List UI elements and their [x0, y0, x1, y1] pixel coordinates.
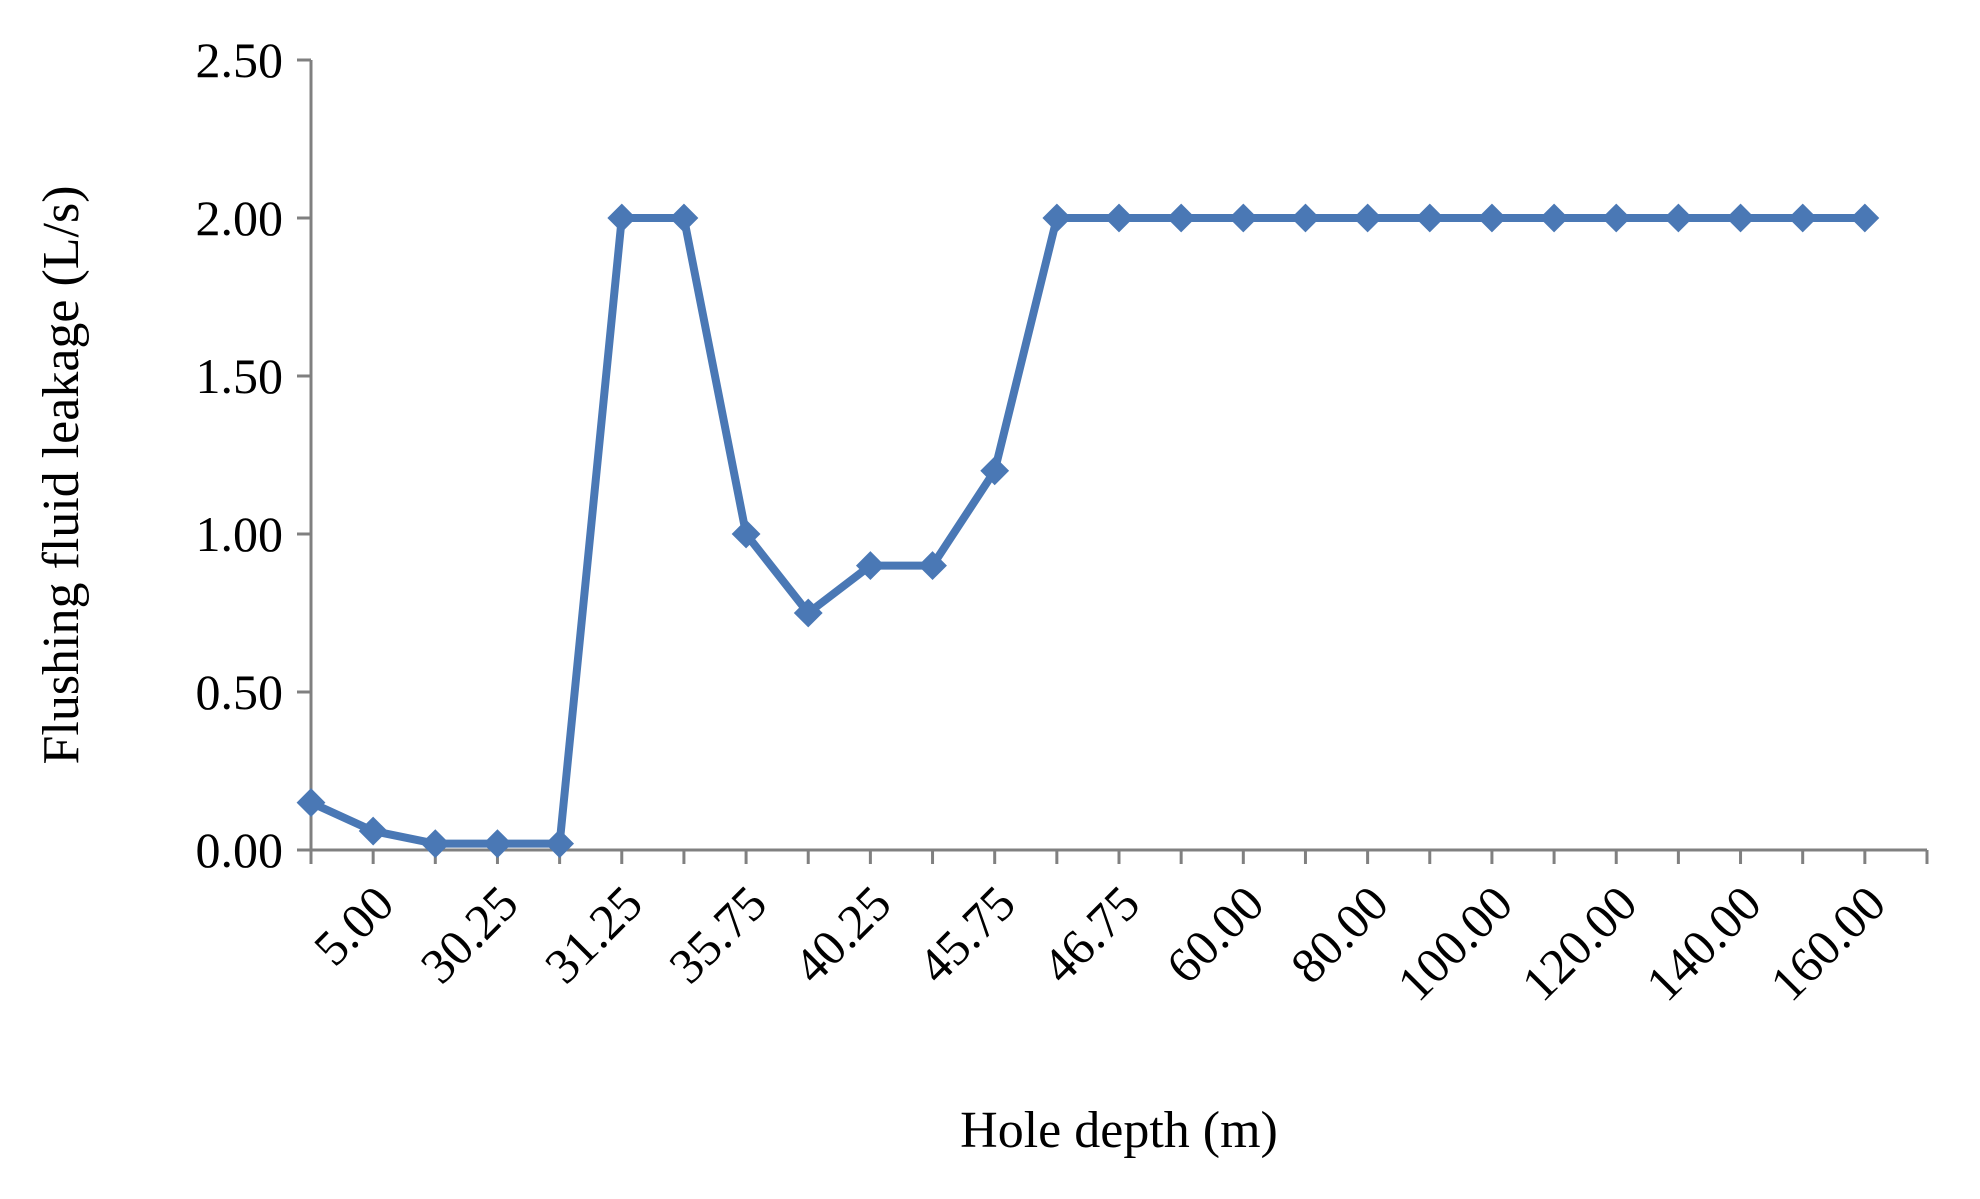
x-tick-label: 60.00 [1155, 875, 1274, 994]
data-point-marker [918, 551, 947, 581]
data-point-marker [1353, 203, 1383, 233]
data-point-marker [980, 456, 1010, 486]
data-point-marker [1166, 203, 1196, 233]
y-axis-ticks: 0.00 0.50 1.00 1.50 2.00 2.50 [196, 32, 311, 878]
data-point-marker [731, 519, 761, 549]
y-tick-label: 2.50 [196, 32, 284, 88]
data-point-marker [1104, 203, 1134, 233]
y-tick-label: 1.50 [196, 348, 284, 404]
data-point-marker [1663, 203, 1693, 233]
data-point-marker [1788, 203, 1818, 233]
series-group [296, 203, 1880, 859]
y-tick-label: 2.00 [196, 190, 284, 246]
x-tick-label: 120.00 [1511, 875, 1648, 1012]
x-tick-label: 100.00 [1386, 875, 1523, 1012]
data-point-marker [1726, 203, 1755, 233]
data-point-marker [669, 203, 699, 233]
x-tick-label: 46.75 [1031, 875, 1150, 994]
data-point-marker [855, 551, 885, 581]
x-tick-label: 5.00 [303, 875, 404, 976]
x-axis-title: Hole depth (m) [960, 1102, 1278, 1159]
y-tick-label: 0.50 [196, 664, 284, 720]
data-point-marker [1539, 203, 1569, 233]
data-point-marker [1415, 203, 1445, 233]
y-axis-title: Flushing fluid leakage (L/s) [33, 185, 90, 764]
data-point-marker [296, 788, 326, 818]
x-axis-ticks: 5.00 30.25 31.25 35.75 40.25 45.75 46.75 60.00 8… [303, 850, 1929, 1012]
x-tick-label: 160.00 [1759, 875, 1896, 1012]
series-line [309, 214, 1865, 848]
data-point-marker [420, 829, 450, 859]
x-tick-label: 30.25 [410, 875, 529, 994]
data-point-marker [1228, 203, 1258, 233]
y-tick-label: 0.00 [196, 822, 284, 878]
data-point-marker [545, 829, 575, 859]
y-tick-label: 1.00 [196, 506, 284, 562]
x-tick-label: 31.25 [534, 875, 653, 994]
data-point-marker [1601, 203, 1631, 233]
x-tick-label: 35.75 [658, 875, 777, 994]
data-point-marker [793, 598, 823, 628]
data-point-marker [1850, 203, 1880, 233]
x-tick-label: 45.75 [907, 875, 1026, 994]
x-tick-label: 80.00 [1280, 875, 1399, 994]
data-point-marker [358, 816, 388, 846]
axes [309, 60, 1927, 852]
x-tick-label: 40.25 [782, 875, 901, 994]
data-point-marker [607, 203, 637, 233]
x-tick-label: 140.00 [1635, 875, 1772, 1012]
data-point-marker [1042, 203, 1072, 233]
data-point-marker [483, 829, 512, 859]
data-point-marker [1291, 203, 1320, 233]
data-point-marker [1477, 203, 1507, 233]
